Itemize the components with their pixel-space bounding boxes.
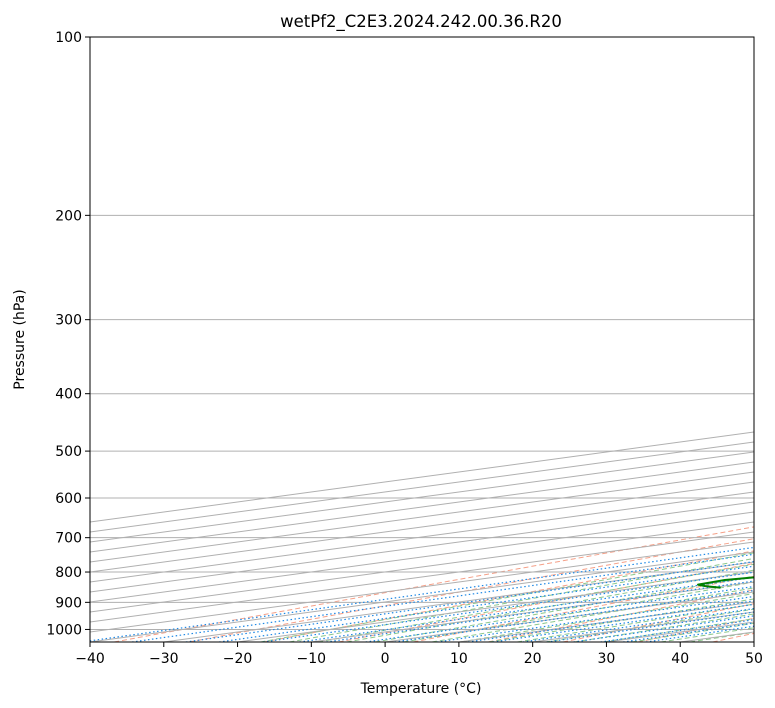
moist-adiabat	[403, 581, 754, 642]
y-tick-label: 800	[55, 565, 82, 581]
isotherm	[90, 461, 754, 553]
moist-adiabat	[318, 563, 754, 642]
moist-adiabat	[375, 575, 754, 642]
isotherm	[90, 491, 754, 583]
moist-adiabat	[346, 569, 754, 642]
isotherm	[606, 621, 754, 642]
mixing-ratio-line	[132, 553, 754, 642]
mixing-ratio-line	[522, 607, 754, 642]
x-tick-label: 0	[381, 651, 390, 667]
x-tick-label: 20	[524, 651, 542, 667]
dry-adiabat	[562, 603, 754, 642]
mixing-ratio-line	[299, 576, 754, 642]
x-tick-label: −20	[223, 651, 253, 667]
moist-adiabat	[545, 608, 754, 642]
y-tick-label: 900	[55, 595, 82, 611]
moist-adiabat	[289, 557, 754, 642]
isotherm	[385, 591, 754, 642]
chart-title: wetPf2_C2E3.2024.242.00.36.R20	[280, 12, 562, 32]
mixing-ratio-line	[492, 603, 754, 642]
plot-frame	[89, 36, 755, 643]
x-tick-label: −30	[149, 651, 179, 667]
dry-adiabat	[488, 589, 754, 642]
mixing-ratio-lines	[90, 546, 754, 642]
x-tick-label: −10	[297, 651, 327, 667]
dry-adiabats	[114, 526, 754, 642]
moist-adiabat	[689, 631, 754, 642]
isotherm	[90, 511, 754, 603]
moist-adiabat	[488, 598, 754, 642]
isotherms	[90, 431, 754, 642]
y-tick-label: 400	[55, 387, 82, 403]
dry-adiabat	[114, 526, 754, 642]
dry-adiabat	[338, 562, 754, 642]
x-tick-label: 10	[450, 651, 468, 667]
isotherm	[753, 641, 754, 642]
pressure-gridlines	[90, 37, 754, 630]
isotherm	[532, 611, 754, 642]
moist-adiabat	[574, 613, 754, 642]
moist-adiabat	[460, 592, 754, 642]
isotherm	[90, 531, 754, 623]
isotherm	[90, 521, 754, 613]
x-axis-title: Temperature (°C)	[360, 681, 482, 697]
y-tick-label: 1000	[46, 622, 82, 638]
y-tick-label: 700	[55, 531, 82, 547]
x-tick-label: 30	[598, 651, 616, 667]
mixing-ratio-line	[90, 546, 754, 642]
mixing-ratio-line	[467, 600, 754, 642]
moist-adiabats	[260, 552, 754, 642]
isotherm	[90, 451, 754, 543]
isotherm	[90, 471, 754, 563]
x-tick-label: 50	[745, 651, 763, 667]
y-tick-label: 100	[55, 30, 82, 46]
y-tick-label: 300	[55, 313, 82, 329]
y-axis-title: Pressure (hPa)	[12, 289, 28, 389]
isotherm	[90, 481, 754, 573]
dewpoint-line	[697, 576, 754, 589]
isotherm	[90, 551, 754, 642]
moist-adiabat	[260, 552, 754, 642]
x-tick-label: 40	[671, 651, 689, 667]
moist-adiabat	[660, 627, 754, 642]
mixing-ratio-line	[436, 595, 754, 642]
profile-series	[697, 576, 754, 589]
isotherm	[90, 541, 754, 633]
moist-adiabat	[517, 603, 754, 642]
dry-adiabat	[712, 632, 754, 642]
isotherm	[311, 581, 754, 642]
y-tick-label: 200	[55, 208, 82, 224]
x-tick-label: −40	[75, 651, 105, 667]
y-tick-label: 600	[55, 491, 82, 507]
dry-adiabat	[263, 550, 754, 642]
axes: −40 −30 −20 −10 0 10 20 30 40 50 100 200 300 400 500 60…	[46, 30, 763, 667]
isotherm	[90, 501, 754, 593]
y-tick-label: 500	[55, 444, 82, 460]
mixing-ratio-line	[546, 611, 754, 642]
